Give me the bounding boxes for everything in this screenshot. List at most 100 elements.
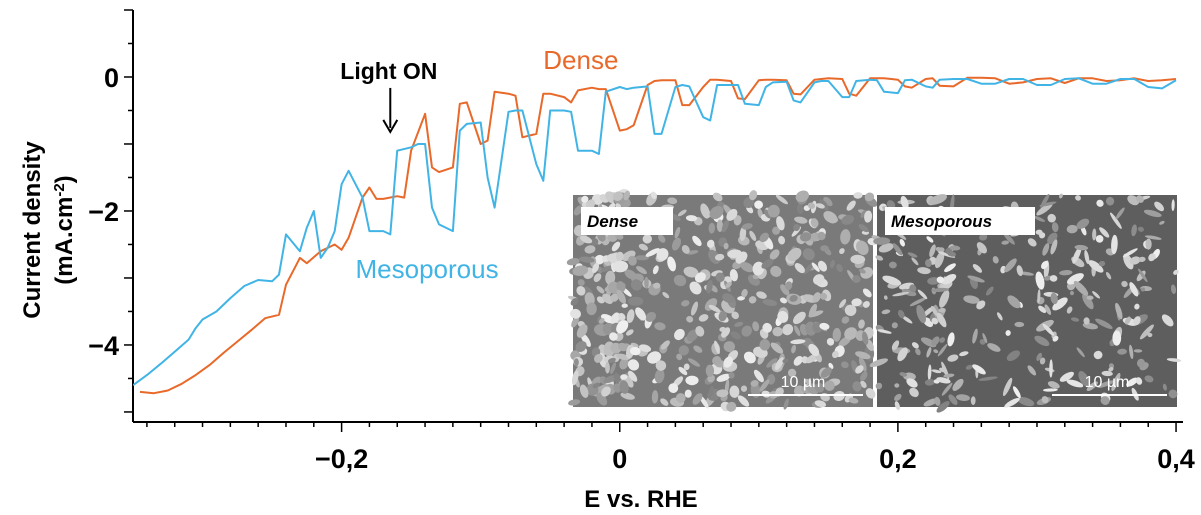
sem-grain [698,314,709,322]
sem-grain [684,389,692,398]
sem-grain [756,291,767,299]
sem-grain [1138,268,1148,283]
sem-grain [812,292,821,303]
sem-grain [690,301,699,316]
sem-grain [1154,201,1164,212]
sem-grain [939,337,946,343]
sem-grain [623,190,631,201]
sem-grain [803,262,815,275]
sem-grain [1095,235,1104,243]
sem-grain [970,396,976,405]
sem-grain [566,258,580,266]
sem-grain [1126,377,1139,387]
sem-grain [886,200,896,210]
sem-grain [941,382,953,396]
sem-grain [795,190,809,203]
sem-grain [660,340,670,350]
sem-grain [1144,235,1162,240]
sem-grain [716,373,731,382]
sem-grain [708,249,721,264]
sem-grain [740,385,748,392]
sem-grain [860,380,867,389]
sem-grain [873,237,891,245]
sem-grain [778,235,786,245]
sem-grain [668,383,679,393]
sem-grain [976,300,986,310]
sem-grain [620,392,635,400]
x-axis-title: E vs. RHE [584,486,697,513]
sem-grain [605,270,616,285]
sem-grain [685,215,698,222]
sem-grain [1124,316,1131,325]
sem-grain [596,286,605,294]
sem-grain [819,322,830,330]
sem-grain [864,210,873,223]
sem-grain [772,226,781,235]
sem-grain [1148,253,1156,262]
sem-grain [836,264,843,272]
inset-tag-box [581,207,673,235]
series-line-dense [139,76,1177,395]
sem-grain [947,332,955,347]
sem-grain [1006,350,1020,361]
y-axis-title-line2: (mA.cm-2) [51,175,79,284]
sem-grain [759,379,770,392]
sem-grain [824,380,835,391]
sem-grain [1007,295,1021,309]
sem-grain [752,261,765,276]
sem-grain [752,321,760,332]
sem-grain [708,304,721,313]
sem-grain [635,307,647,321]
sem-grain [731,311,739,320]
sem-grain [594,254,605,265]
sem-grain [571,370,579,386]
sem-grain [939,290,950,308]
sem-grain [654,368,665,384]
sem-grain [1069,290,1075,296]
sem-grain [700,203,710,219]
sem-grain [1082,293,1094,310]
sem-grain [805,354,818,364]
sem-grain [841,214,855,225]
sem-grain [734,321,744,327]
sem-grain [862,331,869,345]
sem-grain [727,249,742,259]
arrow-head-icon [382,119,399,134]
sem-grain [859,268,866,274]
sem-grain [864,192,875,202]
sem-grain [767,204,780,218]
sem-grain [726,401,737,412]
sem-grain [624,269,637,280]
sem-grain [572,265,589,276]
sem-grain [619,358,629,370]
sem-grain [949,245,961,251]
sem-grain [817,260,828,272]
sem-grain [932,287,950,292]
inset-tag: Dense [587,212,638,231]
sem-grain [1121,280,1128,288]
sem-grain [570,298,579,306]
sem-grain [636,266,647,275]
sem-grain [1059,371,1074,382]
sem-grain [621,303,628,308]
sem-grain [804,378,812,384]
sem-grain [1059,193,1063,199]
x-tick-label: −0,2 [315,444,368,474]
sem-grain [741,223,753,230]
sem-grain [615,251,624,262]
sem-grain [965,364,973,370]
sem-grain [1143,209,1162,218]
sem-grain [749,190,758,201]
sem-grain [808,303,818,318]
sem-grain [1133,349,1143,353]
sem-grain [678,345,689,356]
sem-grain [658,234,666,243]
sem-grain [915,348,921,356]
sem-grain [1047,381,1060,389]
x-tick-label: 0,4 [1157,444,1195,474]
sem-grain [683,363,690,371]
sem-grain [733,215,742,226]
sem-grain [605,362,610,374]
sem-grain [987,343,1001,352]
